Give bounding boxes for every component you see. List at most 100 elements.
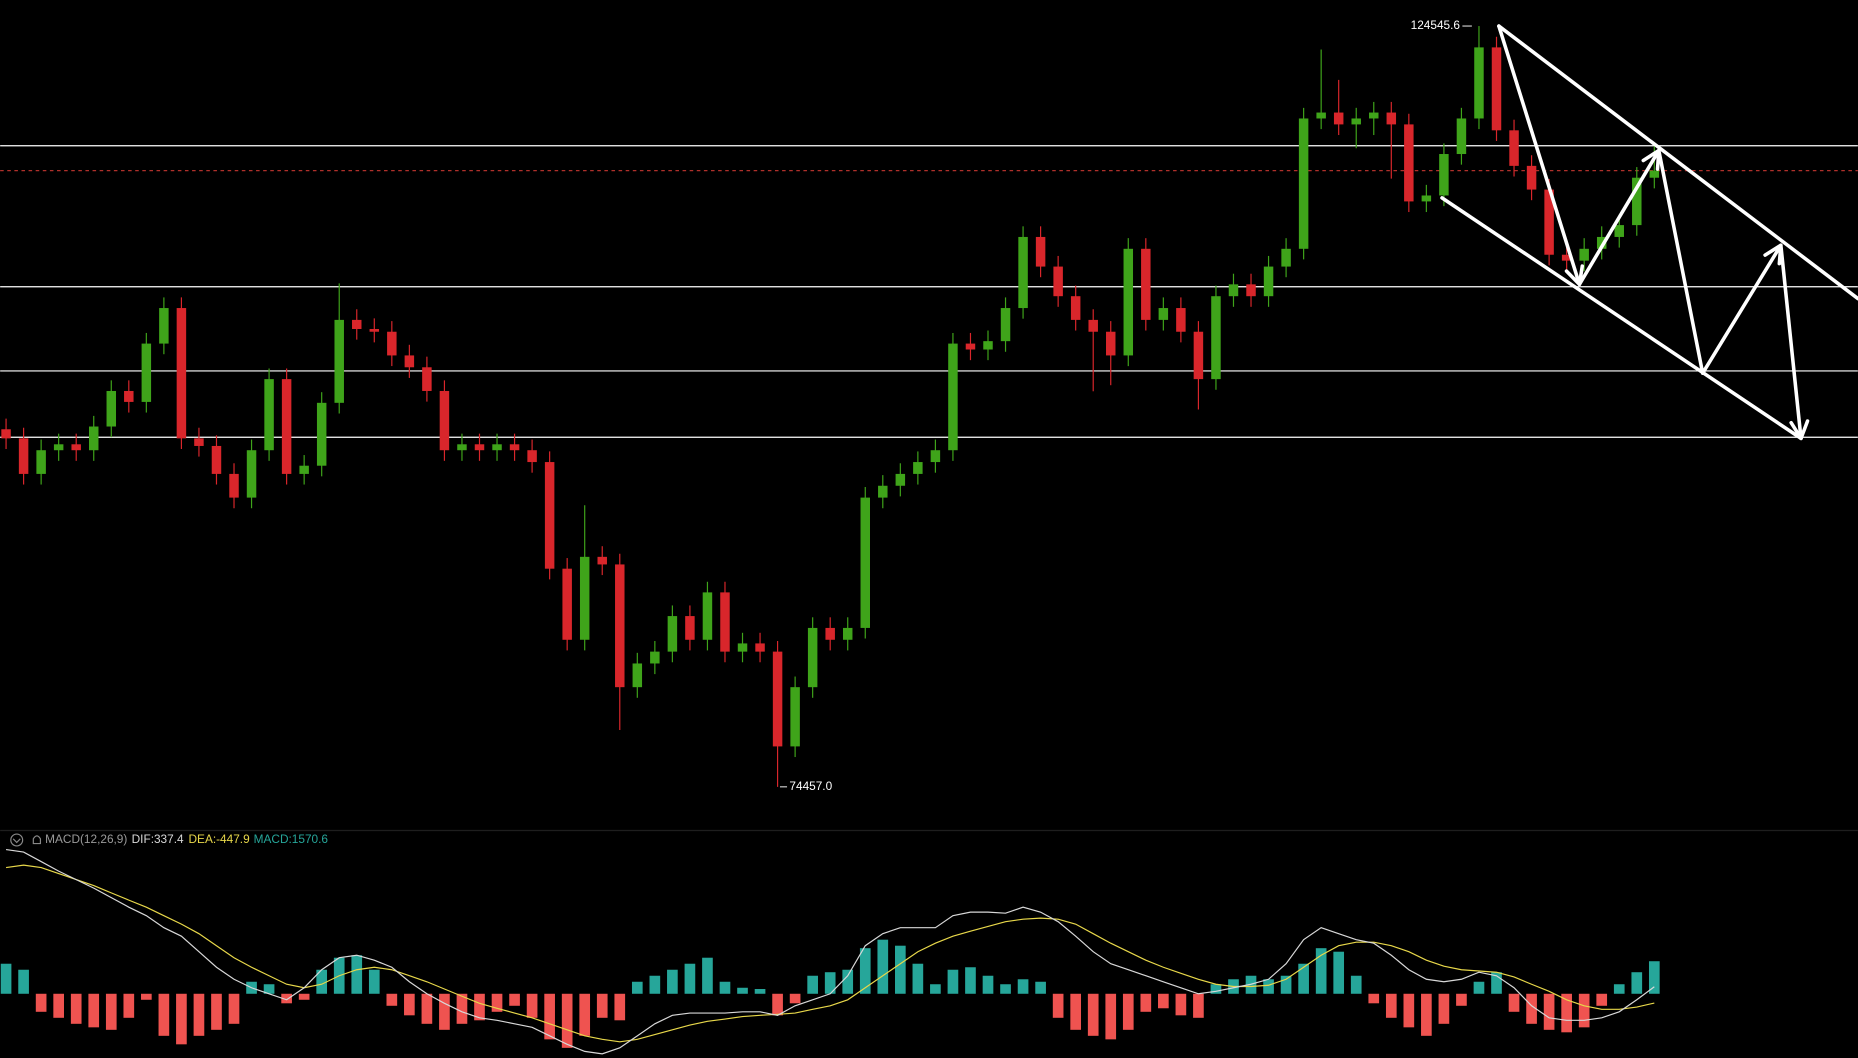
macd-bar <box>631 981 643 994</box>
candle-body <box>878 485 888 498</box>
candle-body <box>544 462 555 569</box>
candle-body <box>1439 154 1449 196</box>
macd-bar <box>1508 993 1520 1012</box>
macd-bar <box>649 975 661 994</box>
candle-body <box>860 497 870 628</box>
macd-bar <box>1122 993 1134 1030</box>
macd-bar <box>807 975 818 994</box>
candle-body <box>281 379 292 474</box>
candle-body <box>1614 225 1624 237</box>
macd-bar <box>877 939 889 994</box>
collapse-icon[interactable] <box>10 833 24 847</box>
macd-bar <box>228 993 240 1024</box>
candle-body <box>1386 112 1397 125</box>
arrow-head <box>1763 243 1783 266</box>
candle-body <box>299 465 309 474</box>
macd-bar <box>1280 975 1292 994</box>
macd-bar <box>1648 961 1660 994</box>
macd-bar <box>123 993 135 1018</box>
zigzag-path <box>1497 24 1803 441</box>
candle-body <box>352 319 362 330</box>
low-label: 74457.0 <box>789 779 832 793</box>
macd-bar <box>1350 975 1362 994</box>
candle-body <box>492 444 502 451</box>
macd-bar <box>894 945 906 994</box>
macd-bar <box>912 963 924 994</box>
candle-body <box>1298 118 1309 249</box>
candle-body <box>1193 331 1204 380</box>
macd-bar <box>614 993 626 1021</box>
macd-bar <box>1456 993 1467 1006</box>
candle-body <box>772 651 783 747</box>
macd-bar <box>105 993 117 1030</box>
macd-bar <box>474 993 485 1021</box>
macd-bar <box>1105 993 1117 1040</box>
macd-bar <box>158 993 170 1036</box>
macd-bar <box>1000 984 1011 994</box>
macd-bar <box>1473 981 1485 994</box>
macd-header-icons <box>10 833 42 847</box>
macd-bar <box>298 993 310 1000</box>
macd-bar <box>1193 993 1204 1018</box>
candle-body <box>1596 236 1607 249</box>
candle-body <box>720 592 730 652</box>
macd-bar <box>211 993 222 1030</box>
candle-body <box>1421 195 1432 202</box>
candle-body <box>88 426 99 451</box>
candle-body <box>439 390 450 451</box>
macd-bar <box>824 972 836 994</box>
collapse-chevron <box>12 838 21 844</box>
indicator-name: MACD(12,26,9) <box>45 832 127 846</box>
channel-upper <box>1497 24 1858 301</box>
macd-bar <box>1421 993 1432 1036</box>
candle-body <box>702 592 713 640</box>
candle-body <box>334 319 344 403</box>
candle-body <box>1 429 11 439</box>
macd-bar <box>1035 981 1046 994</box>
macd-bar <box>316 969 328 994</box>
macd-bar <box>719 981 731 994</box>
macd-bar <box>1087 993 1099 1036</box>
candle-body <box>737 643 748 652</box>
candle-body <box>1509 130 1519 166</box>
macd-bar <box>789 993 801 1004</box>
candle-body <box>667 616 678 652</box>
macd-bar <box>35 993 47 1012</box>
macd-bar <box>702 957 713 994</box>
candle-body <box>1141 248 1151 320</box>
macd-bar <box>1052 993 1064 1018</box>
macd-bar <box>509 993 520 1006</box>
candle-body <box>527 450 537 463</box>
candle-body <box>1333 112 1344 125</box>
candle-body <box>36 450 46 474</box>
macd-bar <box>1017 979 1029 994</box>
candle-body <box>18 438 29 474</box>
macd-bar <box>579 993 591 1036</box>
candle-body <box>1526 165 1537 190</box>
candle-body <box>983 341 993 350</box>
candle-body <box>71 444 81 451</box>
candle-body <box>1544 189 1554 255</box>
candle-body <box>790 687 800 747</box>
candle-body <box>1649 170 1660 178</box>
candle-body <box>1070 296 1081 320</box>
macd-bar <box>263 984 275 994</box>
alert-icon[interactable] <box>32 835 42 845</box>
price-pane: 124545.6 74457.0 <box>0 18 1858 793</box>
macd-bar <box>281 993 292 1004</box>
macd-bar <box>1368 993 1380 1004</box>
candle-body <box>316 402 327 466</box>
macd-bar <box>1298 963 1309 994</box>
macd-bar <box>1543 993 1555 1030</box>
candle-body <box>1404 124 1414 202</box>
candle-body <box>1176 308 1186 332</box>
dif-label: DIF:337.4 <box>132 832 184 846</box>
candle-body <box>159 308 169 344</box>
arrow-head <box>1789 419 1810 441</box>
macd-bar <box>1578 993 1590 1028</box>
arrow-head <box>1564 264 1585 287</box>
candle-body <box>930 450 941 463</box>
macd-bar <box>193 993 205 1036</box>
